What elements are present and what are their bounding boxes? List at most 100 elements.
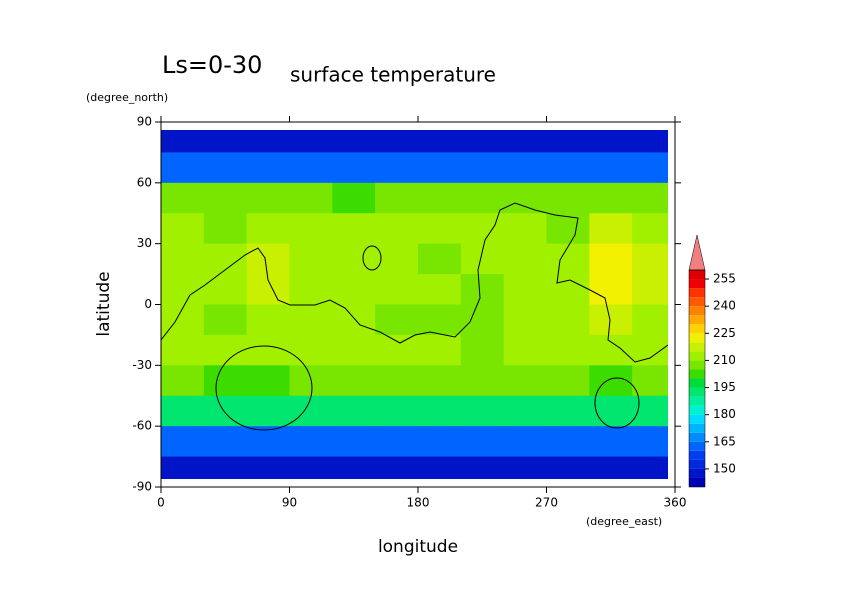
cell	[418, 182, 462, 214]
colorbar-label: 180	[713, 407, 736, 421]
colorbar-band	[689, 369, 705, 379]
cell	[246, 182, 290, 214]
cell	[289, 456, 333, 479]
cell	[589, 243, 633, 275]
cell	[632, 182, 668, 214]
cell	[632, 152, 668, 184]
cell	[375, 365, 419, 397]
colorbar-band	[689, 423, 705, 433]
cell	[289, 334, 333, 366]
cell	[203, 365, 248, 397]
cell	[246, 274, 290, 305]
cell	[460, 182, 505, 214]
cell	[503, 304, 547, 336]
x-tick-label: 270	[535, 496, 558, 510]
cell	[632, 426, 668, 458]
cell	[632, 213, 668, 245]
cell	[546, 456, 590, 479]
field	[161, 130, 668, 479]
cell	[246, 304, 290, 336]
cell	[332, 334, 376, 366]
y-tick-label: 90	[137, 115, 152, 129]
colorbar-band	[689, 360, 705, 370]
cell	[161, 243, 205, 275]
cell	[503, 456, 547, 479]
cell	[161, 456, 205, 479]
colorbar-label: 240	[713, 299, 736, 313]
y-tick-label: -90	[132, 480, 152, 494]
cell	[546, 130, 590, 153]
cell	[289, 182, 333, 214]
cell	[375, 304, 419, 336]
cell	[203, 182, 248, 214]
cell	[332, 304, 376, 336]
cell	[460, 304, 505, 336]
cell	[460, 152, 505, 184]
chart-subtitle: surface temperature	[290, 63, 496, 87]
cell	[375, 182, 419, 214]
cell	[418, 274, 462, 305]
cell	[203, 274, 248, 305]
cell	[503, 243, 547, 275]
coastline	[161, 202, 668, 431]
cell	[589, 130, 633, 153]
cell	[546, 395, 590, 427]
cell	[460, 395, 505, 427]
cell	[418, 456, 462, 479]
x-axis-label: longitude	[378, 537, 458, 557]
cell	[246, 243, 290, 275]
cell	[203, 213, 248, 245]
cell	[418, 334, 462, 366]
cell	[161, 365, 205, 397]
cell	[246, 334, 290, 366]
colorbar-band	[689, 477, 705, 487]
cell	[203, 426, 248, 458]
cell	[460, 243, 505, 275]
cell	[546, 365, 590, 397]
colorbar-band	[689, 306, 705, 316]
cell	[375, 152, 419, 184]
colorbar-band	[689, 333, 705, 343]
cell	[460, 274, 505, 305]
cell	[546, 274, 590, 305]
cell	[546, 426, 590, 458]
cell	[460, 334, 505, 366]
colorbar-band	[689, 441, 705, 451]
cell	[161, 395, 205, 427]
cell	[203, 130, 248, 153]
colorbar-band	[689, 387, 705, 397]
cell	[418, 426, 462, 458]
cell	[332, 456, 376, 479]
cell	[589, 365, 633, 397]
cell	[418, 365, 462, 397]
cell	[375, 213, 419, 245]
cell	[589, 456, 633, 479]
colorbar-band	[689, 432, 705, 442]
colorbar-label: 150	[713, 461, 736, 475]
colorbar-extend	[688, 234, 706, 271]
cell	[632, 130, 668, 153]
x-tick-label: 360	[664, 496, 687, 510]
y-axis-label: latitude	[94, 271, 114, 336]
y-tick-label: -30	[132, 358, 152, 372]
colorbar-band	[689, 459, 705, 469]
x-tick-label: 0	[157, 496, 165, 510]
cell	[503, 395, 547, 427]
cell	[289, 304, 333, 336]
cell	[418, 152, 462, 184]
cell	[289, 274, 333, 305]
cell	[332, 130, 376, 153]
cell	[161, 334, 205, 366]
cell	[503, 274, 547, 305]
cell	[632, 365, 668, 397]
colorbar-band	[689, 378, 705, 388]
cell	[332, 213, 376, 245]
colorbar-band	[689, 405, 705, 415]
cell	[289, 426, 333, 458]
x-tick-label: 90	[282, 496, 297, 510]
cell	[161, 426, 205, 458]
cell	[161, 213, 205, 245]
cell	[246, 426, 290, 458]
colorbar-label: 195	[713, 380, 736, 394]
